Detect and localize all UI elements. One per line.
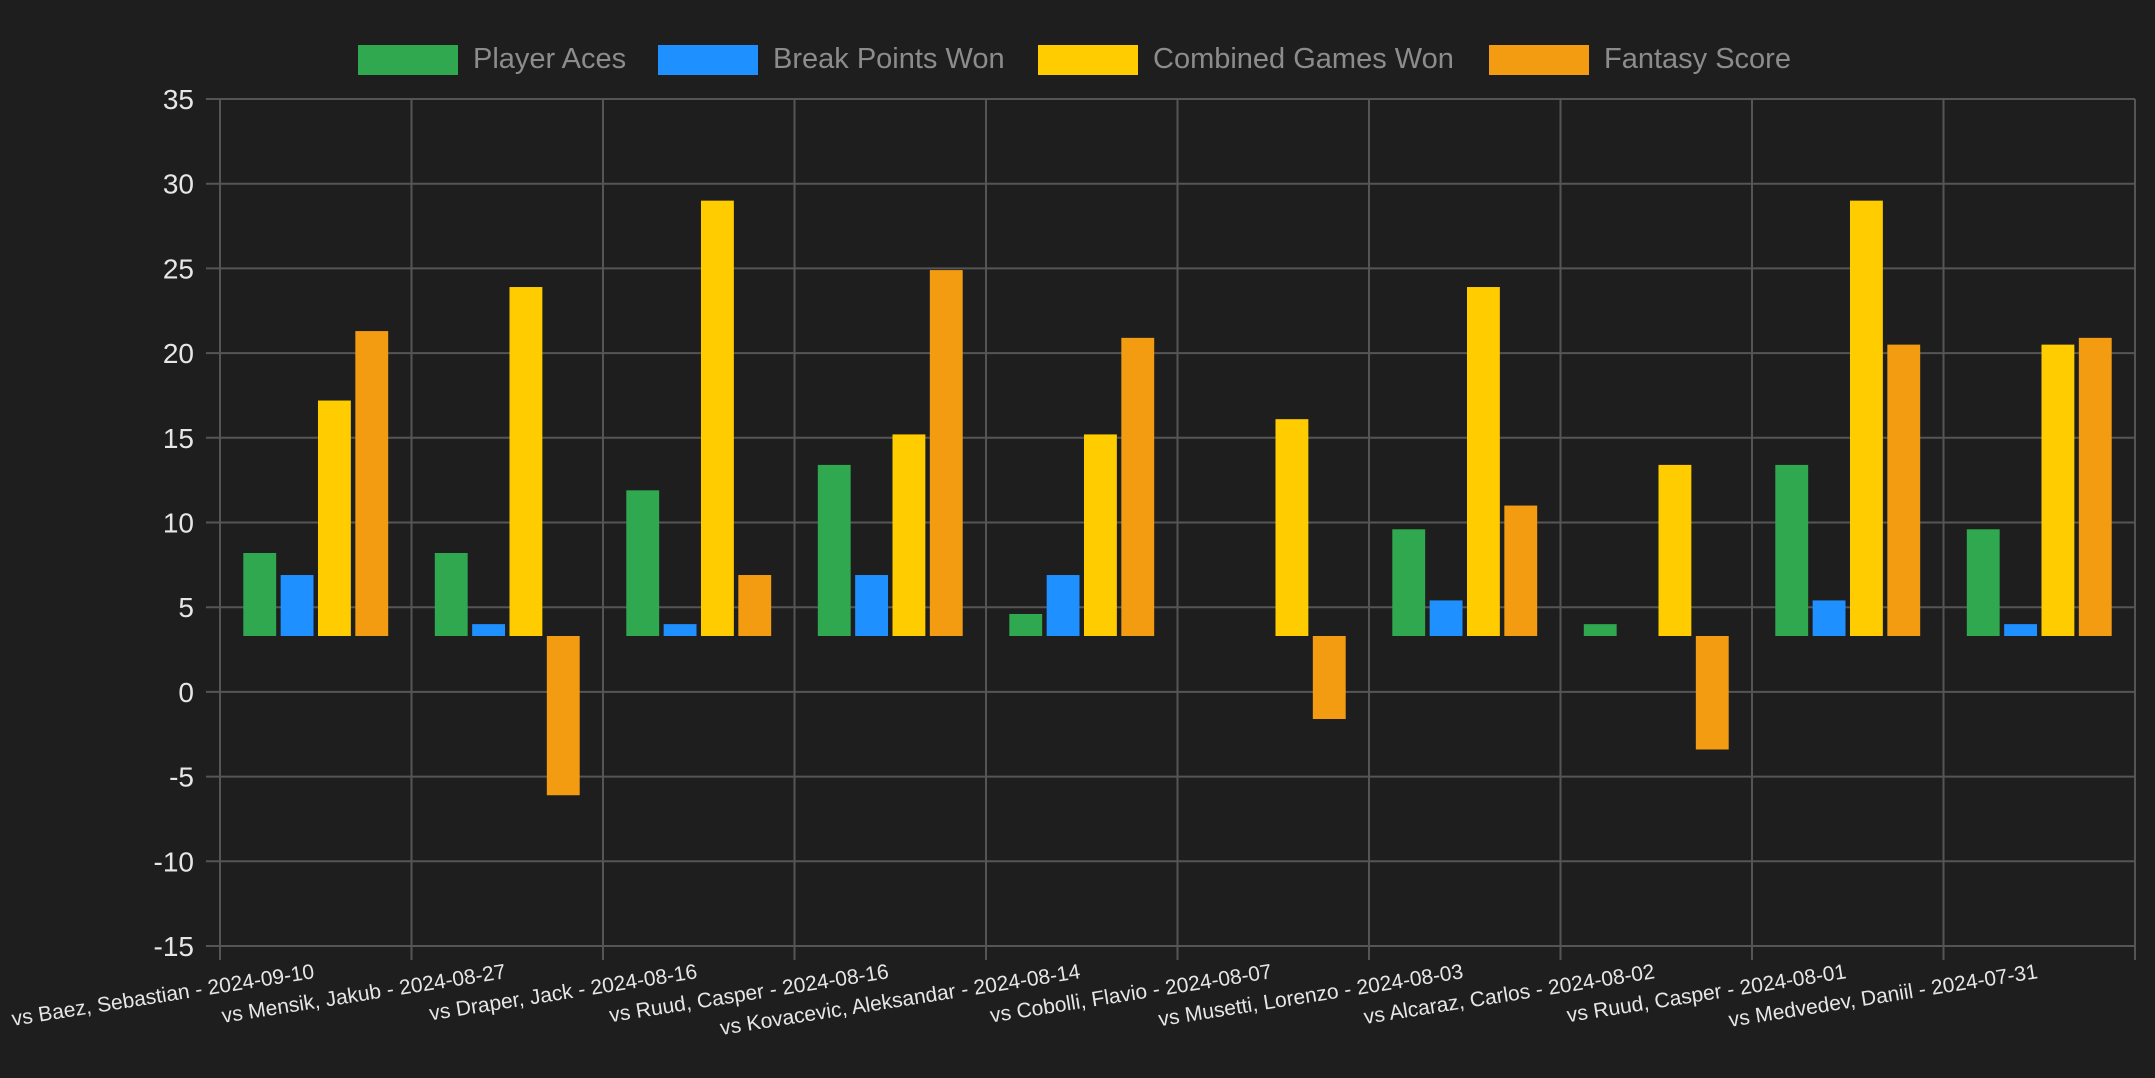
bar-combined-games-won[interactable] [700,200,734,636]
bar-player-aces[interactable] [434,552,468,636]
legend-label[interactable]: Player Aces [473,43,626,75]
bar-player-aces[interactable] [1775,464,1809,636]
bar-combined-games-won[interactable] [2041,344,2075,636]
bar-fantasy-score[interactable] [546,635,580,796]
y-tick-label: -5 [169,762,194,793]
bar-fantasy-score[interactable] [1312,635,1346,720]
grid-layer [206,98,2136,960]
y-tick-label: -15 [154,931,194,962]
bar-break-points-won[interactable] [280,575,314,636]
bar-combined-games-won[interactable] [892,434,926,636]
bars-layer [243,200,2112,796]
bar-player-aces[interactable] [1392,529,1426,636]
legend: Player Aces Break Points Won Combined Game… [358,43,1791,75]
y-tick-label: 25 [163,253,194,284]
bar-fantasy-score[interactable] [1121,337,1155,636]
bar-break-points-won[interactable] [1046,575,1080,636]
bar-combined-games-won[interactable] [1849,200,1883,636]
legend-label[interactable]: Break Points Won [773,43,1005,75]
bar-player-aces[interactable] [626,490,660,636]
bar-player-aces[interactable] [1966,529,2000,636]
bar-player-aces[interactable] [817,464,851,636]
y-tick-label: 20 [163,338,194,369]
bar-break-points-won[interactable] [1429,600,1463,636]
bar-fantasy-score[interactable] [1504,505,1538,636]
legend-swatch [1489,45,1589,75]
legend-swatch [1038,45,1138,75]
bar-combined-games-won[interactable] [1083,434,1117,636]
bar-fantasy-score[interactable] [738,575,772,636]
y-tick-label: -10 [154,846,194,877]
legend-swatch [658,45,758,75]
bar-break-points-won[interactable] [1812,600,1846,636]
bar-break-points-won[interactable] [663,624,697,636]
bar-player-aces[interactable] [1583,624,1617,636]
bar-combined-games-won[interactable] [1658,464,1692,636]
bar-combined-games-won[interactable] [509,287,543,636]
y-tick-label: 10 [163,508,194,539]
bar-break-points-won[interactable] [2004,624,2038,636]
y-tick-label: 15 [163,423,194,454]
y-axis: 35 30 25 20 15 10 5 0 -5 -10 -15 [154,84,194,962]
bar-fantasy-score[interactable] [1695,635,1729,750]
y-tick-label: 5 [178,592,194,623]
bar-player-aces[interactable] [1009,613,1043,636]
legend-label[interactable]: Fantasy Score [1604,43,1791,75]
bar-combined-games-won[interactable] [1275,419,1309,636]
bar-fantasy-score[interactable] [355,331,389,636]
y-tick-label: 30 [163,169,194,200]
bar-break-points-won[interactable] [855,575,889,636]
bar-combined-games-won[interactable] [317,400,351,636]
y-tick-label: 35 [163,84,194,115]
y-tick-label: 0 [178,677,194,708]
bar-fantasy-score[interactable] [2078,337,2112,636]
legend-swatch [358,45,458,75]
bar-player-aces[interactable] [243,552,277,636]
bar-combined-games-won[interactable] [1466,287,1500,636]
bar-fantasy-score[interactable] [1887,344,1921,636]
bar-fantasy-score[interactable] [929,270,963,636]
bar-break-points-won[interactable] [472,624,506,636]
legend-label[interactable]: Combined Games Won [1153,43,1454,75]
